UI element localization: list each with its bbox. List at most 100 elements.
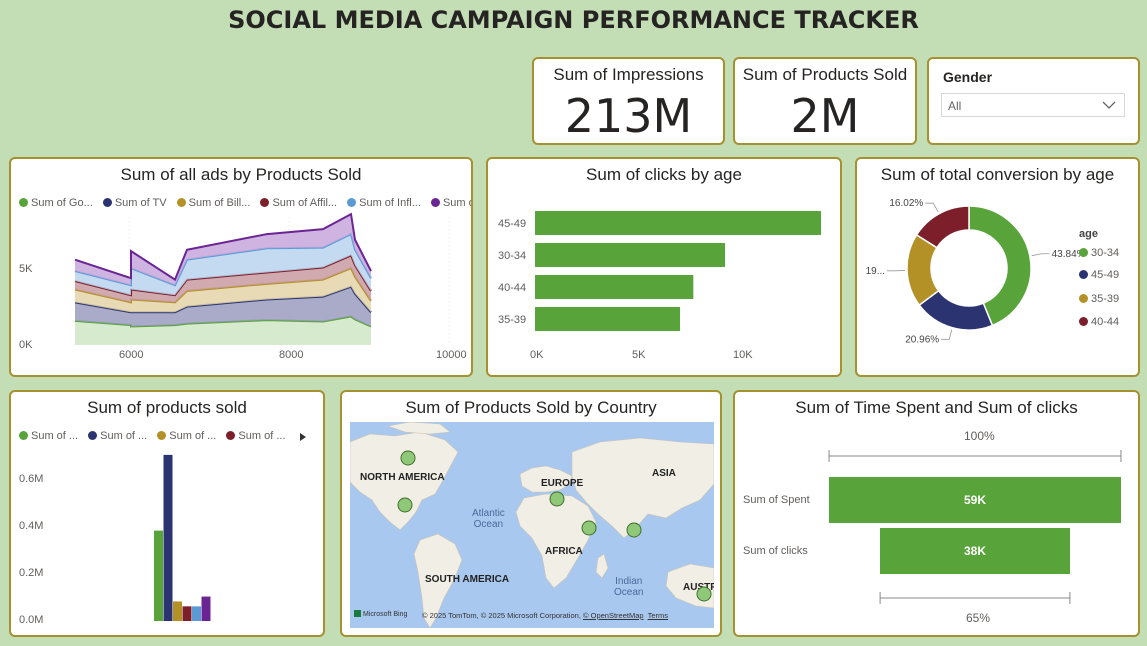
y-tick-label: 5K xyxy=(19,263,33,275)
donut-leader-line xyxy=(1031,253,1050,257)
donut-slice-30-34 xyxy=(968,205,1032,327)
donut-data-label: 19... xyxy=(866,266,885,277)
land-shapes xyxy=(350,422,714,628)
map-bubble xyxy=(549,491,565,507)
legend-item[interactable]: Sum of ... xyxy=(88,430,147,442)
legend-item[interactable]: Sum of Affil... xyxy=(260,197,337,209)
world-map[interactable]: NORTH AMERICA EUROPE ASIA AFRICA SOUTH A… xyxy=(350,422,714,628)
bar-30-34 xyxy=(535,243,725,267)
products-legend: Sum of ... Sum of ... Sum of ... Sum of … xyxy=(19,430,293,442)
terms-link[interactable]: Terms xyxy=(647,611,669,620)
y-tick-label: 0.4M xyxy=(19,520,44,532)
legend-next-arrow-icon[interactable] xyxy=(299,432,307,442)
map-bubble xyxy=(397,497,413,513)
x-tick-label: 8000 xyxy=(279,349,304,361)
conversion-donut-card[interactable]: Sum of total conversion by age 43.84% 20.… xyxy=(855,157,1140,377)
country-map-title: Sum of Products Sold by Country xyxy=(405,398,657,417)
gender-dropdown[interactable]: All xyxy=(941,93,1125,117)
donut-data-label: 43.84% xyxy=(1052,249,1086,260)
x-tick-label: 10000 xyxy=(436,349,467,361)
kpi-impressions-card[interactable]: Sum of Impressions 213M xyxy=(532,57,725,145)
area-series-3 xyxy=(75,255,371,303)
donut-data-label: 20.96% xyxy=(905,334,939,345)
map-label-south-america: SOUTH AMERICA xyxy=(425,574,510,585)
map-label-australia: AUSTR xyxy=(683,582,714,593)
column-bar-5 xyxy=(201,596,211,621)
funnel-top-bracket xyxy=(828,450,1122,462)
gender-slicer-title: Gender xyxy=(943,69,993,85)
map-label-atlantic: Atlantic Ocean xyxy=(472,508,505,530)
y-tick-label: 0.0M xyxy=(19,614,44,626)
x-tick-label: 6000 xyxy=(119,349,144,361)
map-label-north-america: NORTH AMERICA xyxy=(360,472,445,483)
funnel-bar-spent[interactable]: 59K xyxy=(829,477,1121,523)
funnel-chart-title: Sum of Time Spent and Sum of clicks xyxy=(795,398,1078,417)
map-bubble xyxy=(626,522,642,538)
funnel-plot xyxy=(828,450,1122,604)
funnel-label-clicks: Sum of clicks xyxy=(743,545,808,557)
kpi-products-card[interactable]: Sum of Products Sold 2M xyxy=(733,57,917,145)
funnel-bar-clicks[interactable]: 38K xyxy=(880,528,1070,574)
ads-area-plot xyxy=(74,212,450,345)
map-label-indian: Indian Ocean xyxy=(614,576,644,598)
funnel-bar-spent-value: 59K xyxy=(963,493,986,507)
legend-item[interactable]: 35-39 xyxy=(1079,293,1119,305)
legend-item[interactable]: Sum of ... xyxy=(19,430,78,442)
map-label-europe: EUROPE xyxy=(541,478,584,489)
donut-leader-line xyxy=(925,202,939,213)
legend-item[interactable]: 45-49 xyxy=(1079,269,1119,281)
x-tick-label: 5K xyxy=(632,349,646,361)
column-bar-3 xyxy=(182,606,192,621)
ads-area-chart-card[interactable]: Sum of all ads by Products Sold Sum of G… xyxy=(9,157,473,377)
legend-item[interactable]: Sum of S... xyxy=(430,197,471,209)
funnel-bottom-percent: 65% xyxy=(966,611,991,625)
donut-legend-title: age xyxy=(1079,228,1098,240)
area-series-4 xyxy=(75,234,371,296)
x-tick-label: 0K xyxy=(530,349,544,361)
map-label-africa: AFRICA xyxy=(545,546,583,557)
conversion-donut-title: Sum of total conversion by age xyxy=(880,165,1115,184)
legend-item[interactable]: Sum of TV xyxy=(102,197,167,209)
kpi-impressions-value: 213M xyxy=(564,89,693,143)
legend-item[interactable]: 30-34 xyxy=(1079,247,1119,259)
legend-item[interactable]: Sum of Bill... xyxy=(176,197,250,209)
map-bubbles xyxy=(397,450,712,602)
donut-leader-line xyxy=(941,329,953,340)
column-bar-1 xyxy=(163,454,173,621)
y-tick-label: 35-39 xyxy=(498,314,526,326)
map-bubble xyxy=(400,450,416,466)
y-tick-label: 40-44 xyxy=(498,282,526,294)
column-bar-0 xyxy=(154,530,163,621)
y-tick-label: 30-34 xyxy=(498,250,526,262)
column-bar-2 xyxy=(173,601,182,621)
map-bubble xyxy=(581,520,597,536)
osm-link[interactable]: © OpenStreetMap xyxy=(583,611,644,620)
conversion-donut-plot: 43.84% 20.96% 19... 16.02% xyxy=(866,198,1086,345)
map-attribution: © 2025 TomTom, © 2025 Microsoft Corporat… xyxy=(422,611,669,620)
legend-item[interactable]: Sum of Infl... xyxy=(347,197,421,209)
legend-item[interactable]: Sum of ... xyxy=(226,430,286,442)
bar-35-39 xyxy=(535,307,681,331)
y-tick-label: 45-49 xyxy=(498,218,526,230)
legend-item[interactable]: Sum of Go... xyxy=(19,197,93,209)
y-tick-label: 0.2M xyxy=(19,567,44,579)
dashboard-title: SOCIAL MEDIA CAMPAIGN PERFORMANCE TRACKE… xyxy=(228,6,919,34)
donut-data-label: 16.02% xyxy=(889,198,923,209)
y-tick-label: 0.6M xyxy=(19,473,44,485)
funnel-top-percent: 100% xyxy=(964,429,995,443)
bar-40-44 xyxy=(535,275,694,299)
column-bar-4 xyxy=(192,606,201,621)
products-column-chart-title: Sum of products sold xyxy=(87,398,247,417)
country-map-card[interactable]: Sum of Products Sold by Country NORTH AM… xyxy=(340,390,722,637)
products-column-chart-card[interactable]: Sum of products sold Sum of ... Sum of .… xyxy=(9,390,325,637)
legend-item[interactable]: 40-44 xyxy=(1079,316,1119,328)
funnel-chart-card[interactable]: Sum of Time Spent and Sum of clicks 100%… xyxy=(733,390,1140,637)
clicks-bar-chart-card[interactable]: Sum of clicks by age 45-49 30-34 40-44 35-3… xyxy=(486,157,842,377)
bar-45-49 xyxy=(535,211,821,235)
products-column-plot xyxy=(154,454,211,621)
y-tick-label: 0K xyxy=(19,339,33,351)
funnel-bar-clicks-value: 38K xyxy=(963,544,986,558)
kpi-products-value: 2M xyxy=(790,89,860,143)
chevron-down-icon xyxy=(1102,101,1116,109)
legend-item[interactable]: Sum of ... xyxy=(157,430,216,442)
